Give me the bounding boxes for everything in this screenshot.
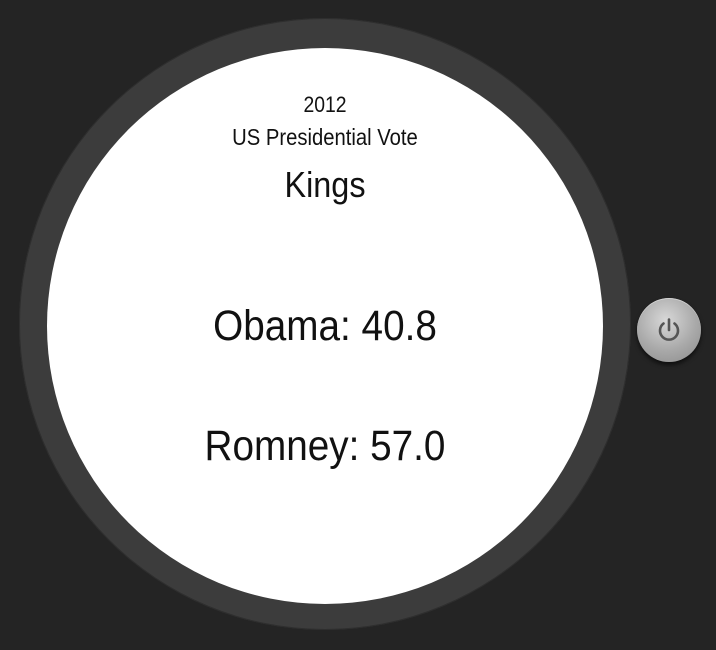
election-title: US Presidential Vote: [232, 124, 418, 150]
power-button[interactable]: [637, 298, 701, 362]
watch-face: 2012 US Presidential Vote Kings Obama: 4…: [47, 48, 603, 604]
candidate-result-romney: Romney: 57.0: [204, 422, 446, 470]
candidate-result-obama: Obama: 40.8: [213, 302, 437, 350]
election-year: 2012: [303, 92, 347, 117]
county-name: Kings: [284, 164, 366, 205]
power-icon: [658, 318, 680, 341]
